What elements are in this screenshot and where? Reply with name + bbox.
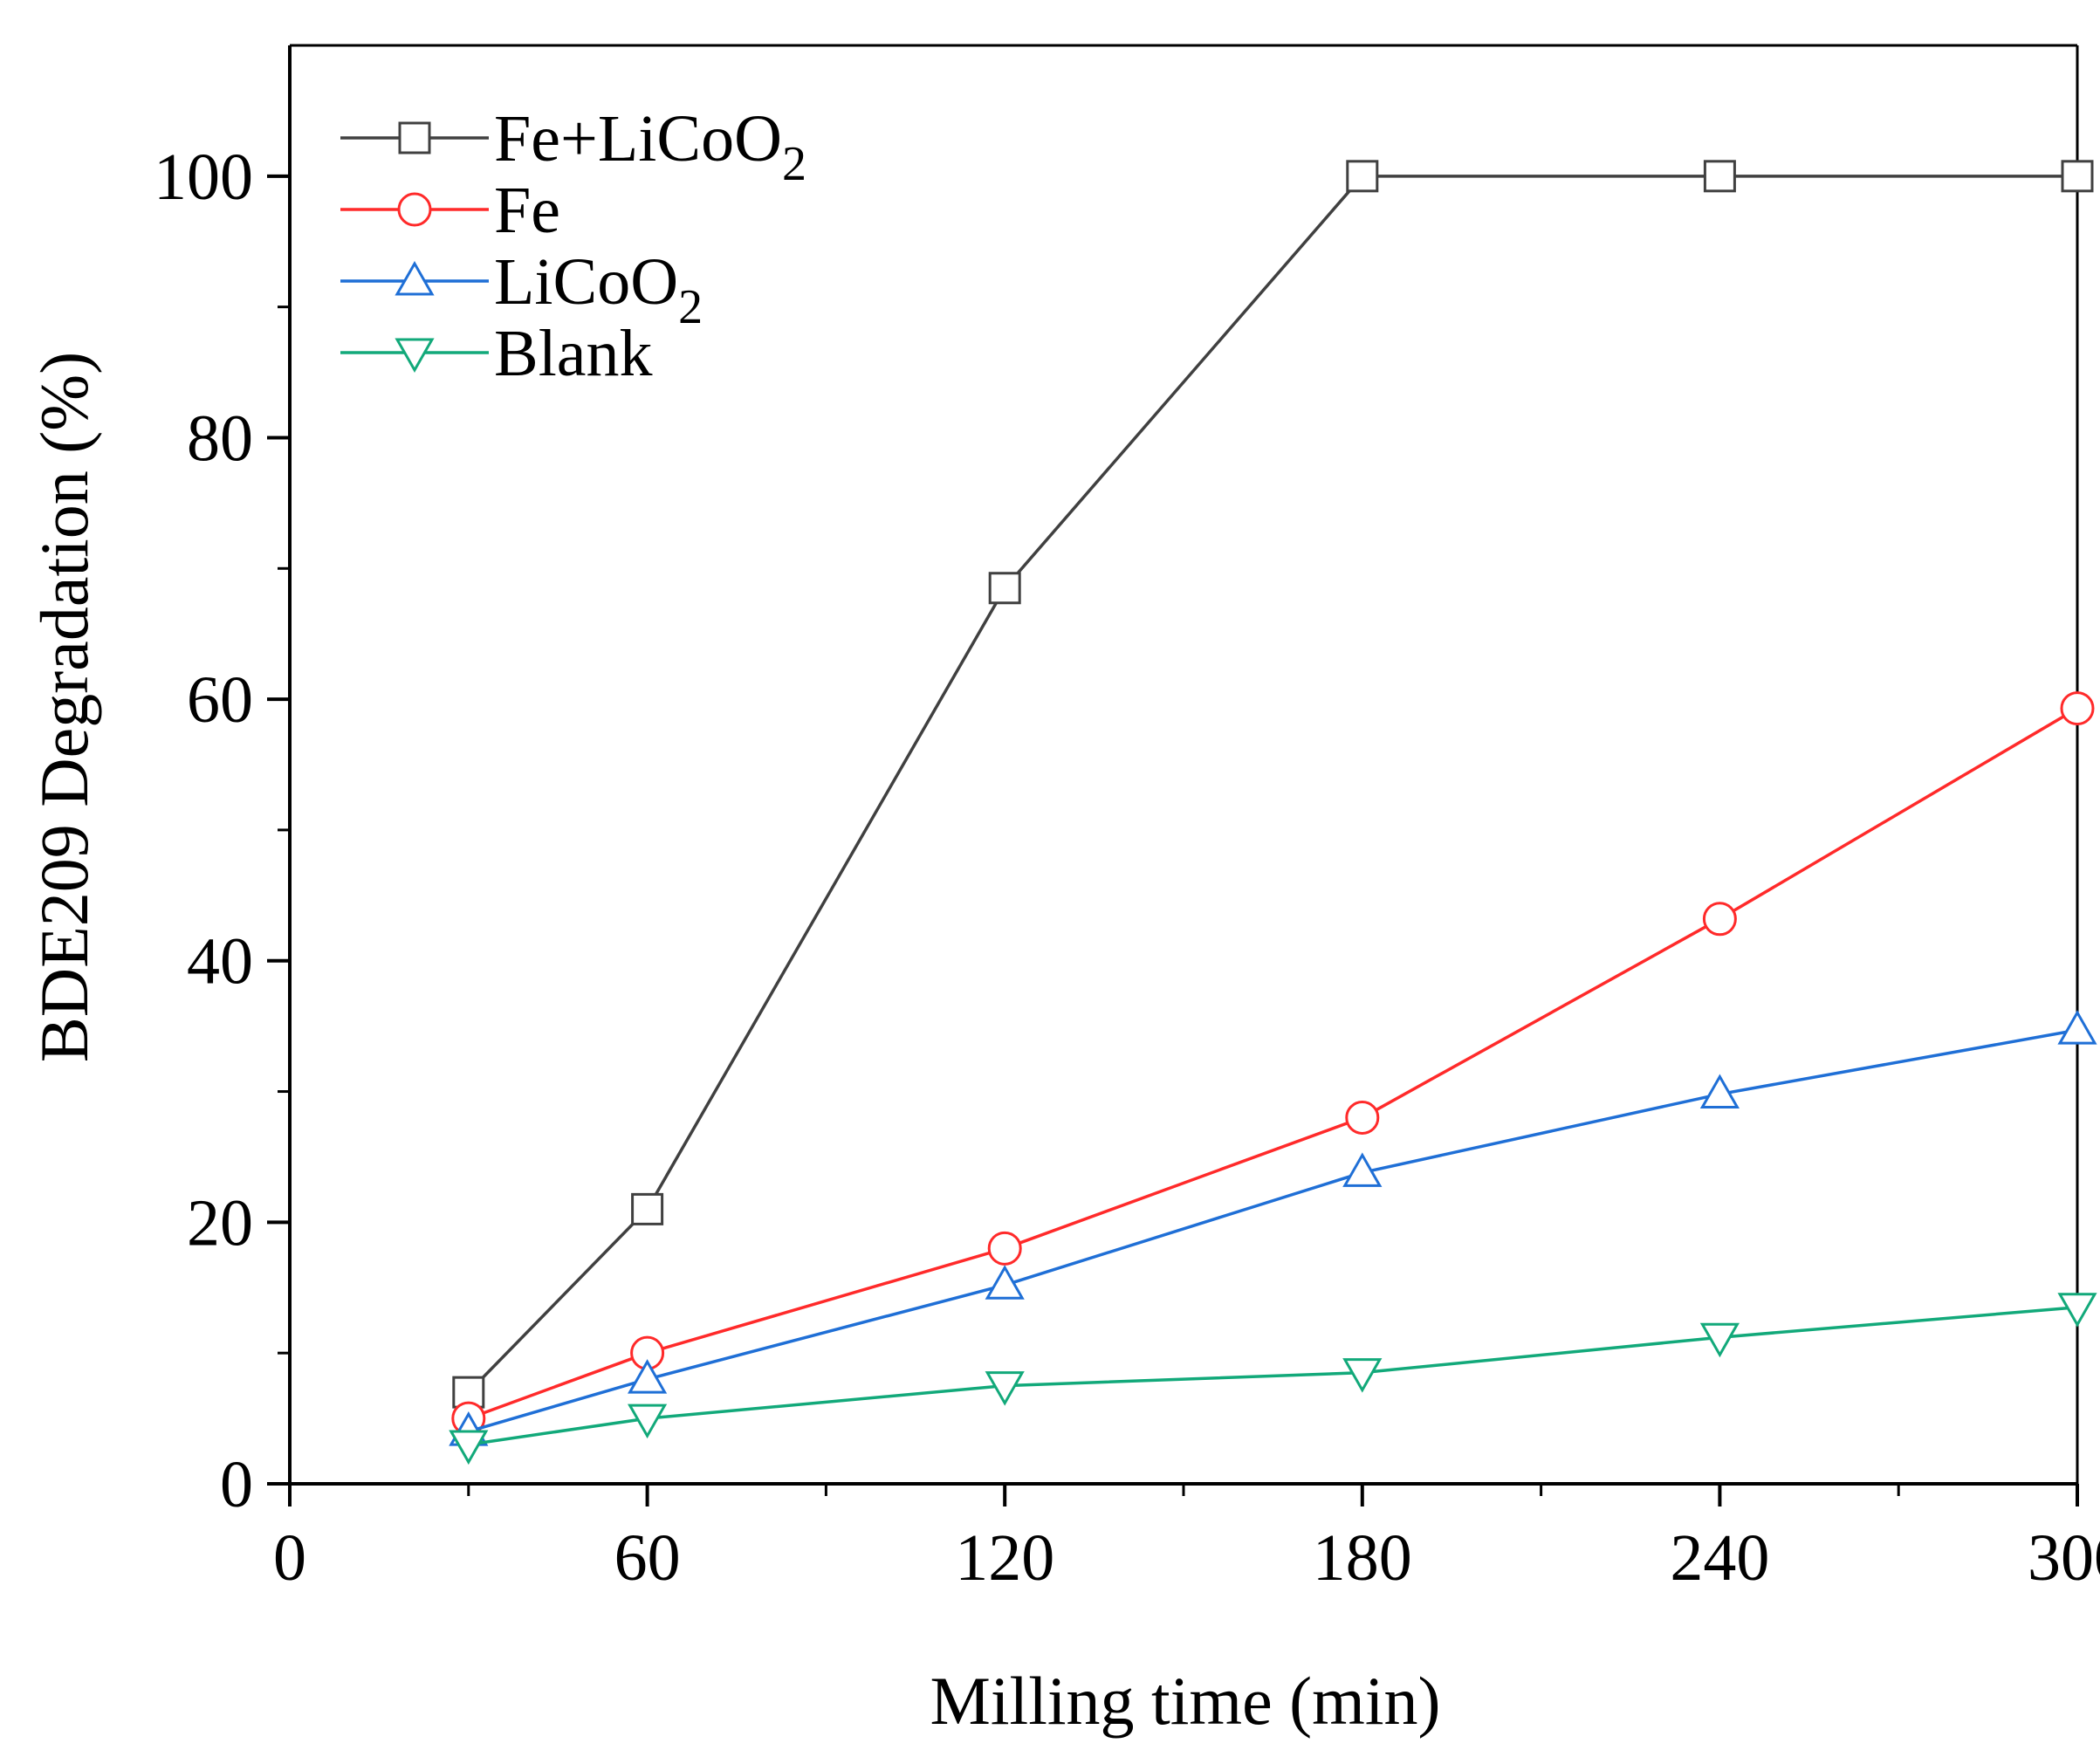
series-line (467, 175, 2077, 1394)
data-point (631, 1192, 664, 1225)
series-layer (449, 160, 2097, 1465)
data-point (1703, 160, 1736, 193)
legend-item: LiCoO2 (340, 245, 703, 334)
x-tick-label: 300 (2028, 1521, 2100, 1595)
x-axis: 0 60 120 180 240 300 (273, 1484, 2100, 1595)
y-tick-label: 40 (187, 925, 253, 999)
legend-marker (398, 121, 431, 154)
y-axis: 0 20 40 60 80 100 (154, 141, 290, 1521)
legend-item: Fe+LiCoO2 (340, 102, 806, 191)
y-tick-label: 80 (187, 402, 253, 475)
data-point (449, 1430, 489, 1465)
data-point (1699, 1074, 1740, 1109)
data-point (1702, 902, 1737, 937)
legend-marker (395, 260, 435, 296)
x-axis-label: Milling time (min) (930, 1663, 1441, 1739)
data-point (987, 1231, 1022, 1266)
series-line (468, 1028, 2078, 1433)
data-point (1342, 1152, 1383, 1187)
data-point (1346, 160, 1379, 193)
legend-label: Fe+LiCoO2 (494, 102, 806, 191)
plot-frame (288, 44, 2079, 1486)
data-point (988, 572, 1021, 605)
data-point (1342, 1358, 1383, 1393)
x-tick-label: 240 (1670, 1521, 1769, 1595)
data-point (1699, 1322, 1740, 1358)
data-point (2060, 691, 2095, 726)
legend-label: Fe (494, 174, 560, 247)
x-tick-label: 180 (1313, 1521, 1412, 1595)
series-blank (449, 1293, 2097, 1465)
data-point (985, 1265, 1025, 1300)
y-tick-label: 0 (220, 1448, 253, 1521)
series-fe-licoo2 (452, 160, 2094, 1409)
data-point (628, 1359, 668, 1394)
x-tick-label: 0 (273, 1521, 306, 1595)
legend-item: Fe (340, 174, 560, 247)
series-licoo2 (449, 1010, 2097, 1446)
data-point (628, 1404, 668, 1439)
series-line (468, 707, 2078, 1420)
legend-label: Blank (494, 317, 653, 390)
x-tick-label: 60 (614, 1521, 681, 1595)
x-tick-label: 120 (955, 1521, 1054, 1595)
data-point (2057, 1010, 2097, 1045)
y-tick-label: 100 (154, 141, 253, 214)
data-point (2057, 1293, 2097, 1328)
series-fe (451, 691, 2095, 1436)
y-tick-label: 60 (187, 663, 253, 737)
y-tick-label: 20 (187, 1186, 253, 1259)
legend-item: Blank (340, 317, 653, 390)
legend-label: LiCoO2 (494, 245, 703, 334)
legend-marker (397, 192, 432, 227)
data-point (2061, 160, 2094, 193)
legend-marker (395, 338, 435, 374)
y-axis-label: BDE209 Degradation (%) (26, 352, 102, 1062)
data-point (1345, 1101, 1380, 1136)
series-line (468, 1306, 2078, 1446)
data-point (985, 1371, 1025, 1406)
